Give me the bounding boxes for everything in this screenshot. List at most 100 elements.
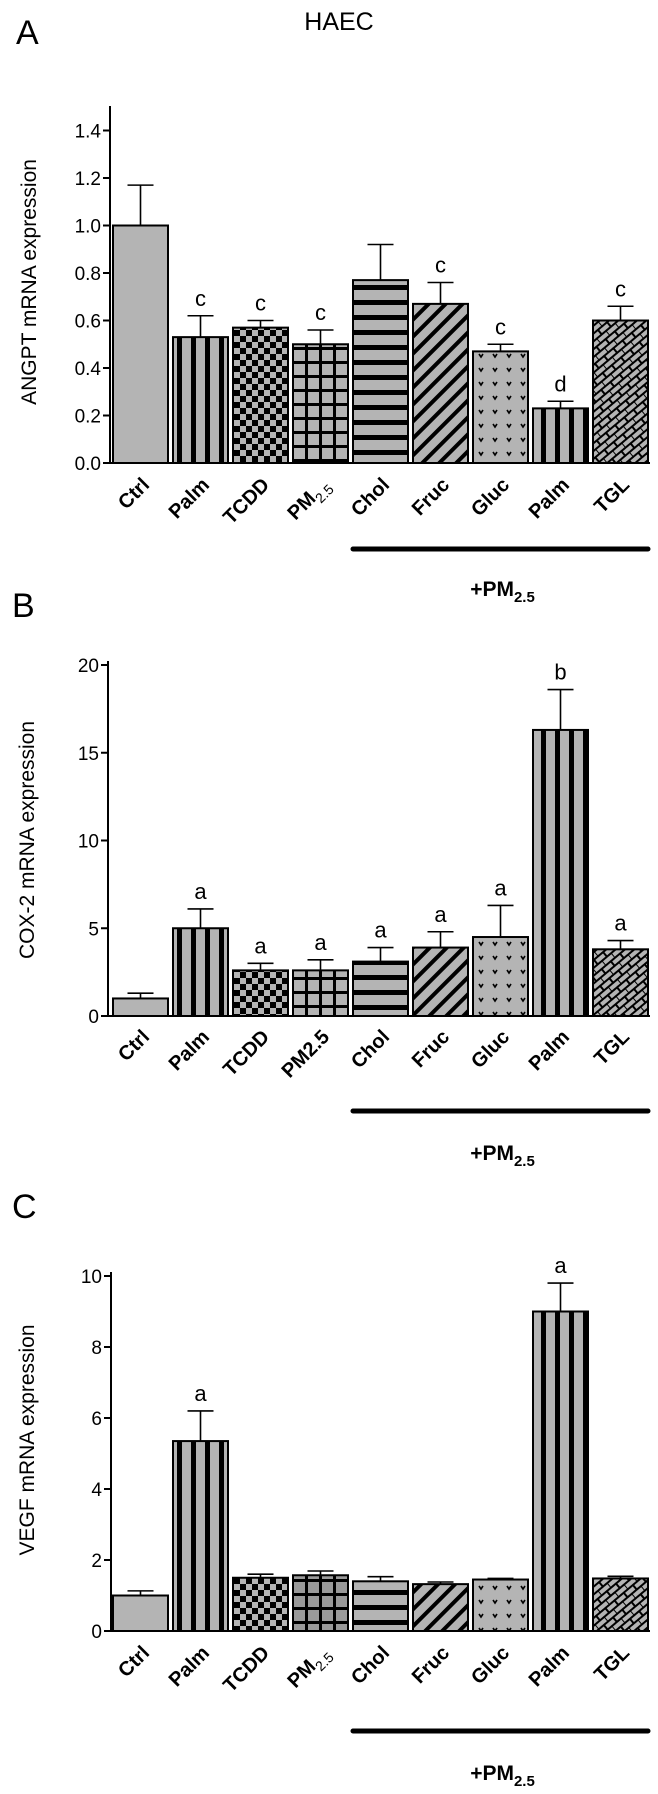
y-tick-label: 5 — [88, 919, 99, 940]
y-tick-label: 0.0 — [75, 454, 101, 475]
y-tick-label: 20 — [78, 656, 99, 677]
y-axis-label: VEGF mRNA expression — [16, 1324, 39, 1555]
significance-letter: a — [194, 879, 207, 904]
panel-a: A HAEC 0.0 0.2 0.4 0.6 0.8 1.0 1.2 1.4 ANGPT mRN… — [16, 8, 651, 606]
x-tick-label: PM2.5 — [283, 1642, 337, 1696]
x-tick-label: PM2.5 — [278, 1026, 334, 1082]
panel-b: B 0 5 10 15 20 COX-2 mRNA expression Ctrl a Palm… — [12, 587, 651, 1170]
x-tick-label: Ctrl — [114, 1026, 154, 1066]
x-tick-label: Chol — [347, 474, 394, 521]
significance-letter: a — [194, 1381, 207, 1406]
y-tick-label: 8 — [91, 1338, 102, 1359]
y-tick-label: 1.4 — [75, 122, 102, 143]
bar-tgl — [592, 319, 649, 464]
y-tick-label: 1.0 — [75, 217, 101, 238]
significance-letter: c — [495, 314, 506, 339]
x-tick-label: Fruc — [408, 1026, 454, 1072]
x-tick-label: Fruc — [408, 474, 454, 520]
x-tick-label: Chol — [347, 1642, 394, 1689]
bar-palm — [532, 728, 589, 1017]
bar-fruc — [412, 302, 469, 464]
significance-letter: a — [614, 911, 627, 936]
y-tick-label: 1.2 — [75, 169, 101, 190]
bar-pm25 — [292, 343, 349, 464]
y-tick-label: 6 — [91, 1409, 102, 1430]
y-tick-label: 10 — [81, 1267, 102, 1288]
cox2-bar-chart: 0 5 10 15 20 COX-2 mRNA expression Ctrl a Palm a T… — [16, 656, 651, 1170]
bar-tcdd — [232, 326, 289, 464]
y-tick-label: 10 — [78, 832, 99, 853]
bar-fruc — [412, 1583, 469, 1633]
x-tick-label: Gluc — [467, 1642, 514, 1689]
x-tick-label: Gluc — [467, 474, 514, 521]
significance-letter: c — [195, 286, 206, 311]
significance-letter: c — [315, 300, 326, 325]
y-tick-label: 15 — [78, 744, 99, 765]
panel-letter-b: B — [12, 587, 35, 625]
x-tick-label: Palm — [165, 474, 214, 523]
bar-tcdd — [232, 969, 289, 1017]
pm25-group-label: +PM2.5 — [470, 578, 535, 606]
bar-chol — [352, 960, 409, 1017]
bar-ctrl — [112, 997, 169, 1018]
bar-tcdd — [232, 1576, 289, 1632]
y-tick-label: 0.8 — [75, 264, 101, 285]
significance-letter: c — [435, 253, 446, 278]
significance-letter: a — [314, 930, 327, 955]
x-tick-label: Palm — [165, 1026, 214, 1075]
significance-letter: b — [554, 660, 566, 685]
panel-letter-a: A — [16, 14, 39, 52]
x-tick-label: Palm — [525, 474, 574, 523]
y-tick-label: 0 — [91, 1622, 102, 1643]
x-tick-label: TCDD — [219, 1642, 274, 1697]
x-tick-label: Palm — [165, 1642, 214, 1691]
x-tick-label: Palm — [525, 1642, 574, 1691]
significance-letter: a — [254, 933, 267, 958]
pm25-group-label: +PM2.5 — [470, 1762, 535, 1790]
x-tick-label: Ctrl — [114, 474, 154, 514]
significance-letter: a — [494, 875, 507, 900]
bar-chol — [352, 1580, 409, 1633]
panel-letter-c: C — [12, 1188, 37, 1226]
significance-letter: a — [374, 918, 387, 943]
x-tick-label: TGL — [590, 474, 634, 518]
y-tick-label: 0.2 — [75, 407, 101, 428]
x-tick-label: Palm — [525, 1026, 574, 1075]
bar-palm — [172, 927, 229, 1017]
y-tick-label: 0.6 — [75, 312, 101, 333]
bar-fruc — [412, 946, 469, 1017]
bar-palm — [172, 1440, 229, 1632]
y-tick-label: 0 — [88, 1007, 99, 1028]
bar-chol — [352, 279, 409, 464]
x-tick-label: TGL — [590, 1642, 634, 1686]
x-tick-label: Fruc — [408, 1642, 454, 1688]
significance-letter: a — [554, 1253, 567, 1278]
bar-pm25 — [292, 969, 349, 1017]
bar-tgl — [592, 1577, 649, 1632]
x-tick-label: PM2.5 — [283, 474, 337, 528]
bar-gluc — [472, 936, 529, 1018]
x-tick-label: TCDD — [219, 474, 274, 529]
angpt-bar-chart: 0.0 0.2 0.4 0.6 0.8 1.0 1.2 1.4 ANGPT mRNA expre… — [18, 106, 651, 606]
significance-letter: d — [554, 371, 566, 396]
x-tick-label: Gluc — [467, 1026, 514, 1073]
bar-palm — [532, 407, 589, 464]
significance-letter: c — [615, 276, 626, 301]
x-tick-label: Chol — [347, 1026, 394, 1073]
pm25-group-label: +PM2.5 — [470, 1142, 535, 1170]
y-axis-label: COX-2 mRNA expression — [16, 721, 39, 959]
x-tick-label: TGL — [590, 1026, 634, 1070]
bar-tgl — [592, 948, 649, 1017]
y-tick-label: 4 — [91, 1480, 102, 1501]
figure-title: HAEC — [304, 8, 373, 36]
bar-pm25 — [292, 1574, 349, 1633]
bar-ctrl — [112, 1594, 169, 1632]
significance-letter: c — [255, 291, 266, 316]
significance-letter: a — [434, 902, 447, 927]
bar-gluc — [472, 350, 529, 464]
bar-palm — [172, 336, 229, 464]
bar-gluc — [472, 1578, 529, 1633]
